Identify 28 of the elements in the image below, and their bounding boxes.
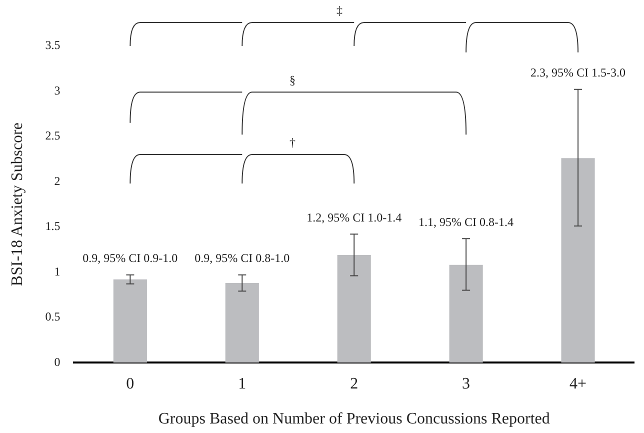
y-axis-title: BSI-18 Anxiety Subscore — [8, 122, 26, 286]
y-tick-label: 0.5 — [45, 310, 60, 324]
bar — [337, 254, 371, 363]
annotation: 1.2, 95% CI 1.0-1.4 — [306, 210, 402, 224]
x-tick-label: 3 — [462, 375, 470, 392]
annotation: § — [290, 73, 296, 88]
text: ‡ — [336, 3, 343, 18]
bar — [449, 264, 483, 363]
y-tick-label: 0 — [54, 354, 60, 369]
y-tick-label: 3 — [54, 83, 60, 98]
annotation: † — [290, 136, 296, 150]
x-tick-label: 0 — [126, 375, 134, 392]
y-tick-label: 1 — [54, 264, 60, 278]
x-tick-label: 1 — [238, 375, 246, 392]
x-tick-label: 2 — [350, 375, 358, 392]
annotation: 0.9, 95% CI 0.8-1.0 — [194, 251, 290, 266]
annotation: 2.3, 95% CI 1.5-3.0 — [530, 66, 626, 80]
y-tick-label: 3.5 — [45, 38, 60, 52]
bar — [225, 283, 259, 363]
bar — [561, 158, 595, 363]
annotation: 0.9, 95% CI 0.9-1.0 — [82, 251, 178, 266]
y-tick-label: 1.5 — [45, 219, 60, 234]
bar — [113, 279, 147, 363]
x-tick-label: 4+ — [570, 375, 587, 392]
x-axis-title: Groups Based on Number of Previous Concussions Reported — [158, 410, 550, 428]
annotation: 1.1, 95% CI 0.8-1.4 — [418, 214, 514, 229]
y-tick-label: 2.5 — [45, 128, 60, 143]
y-tick-label: 2 — [54, 174, 60, 188]
